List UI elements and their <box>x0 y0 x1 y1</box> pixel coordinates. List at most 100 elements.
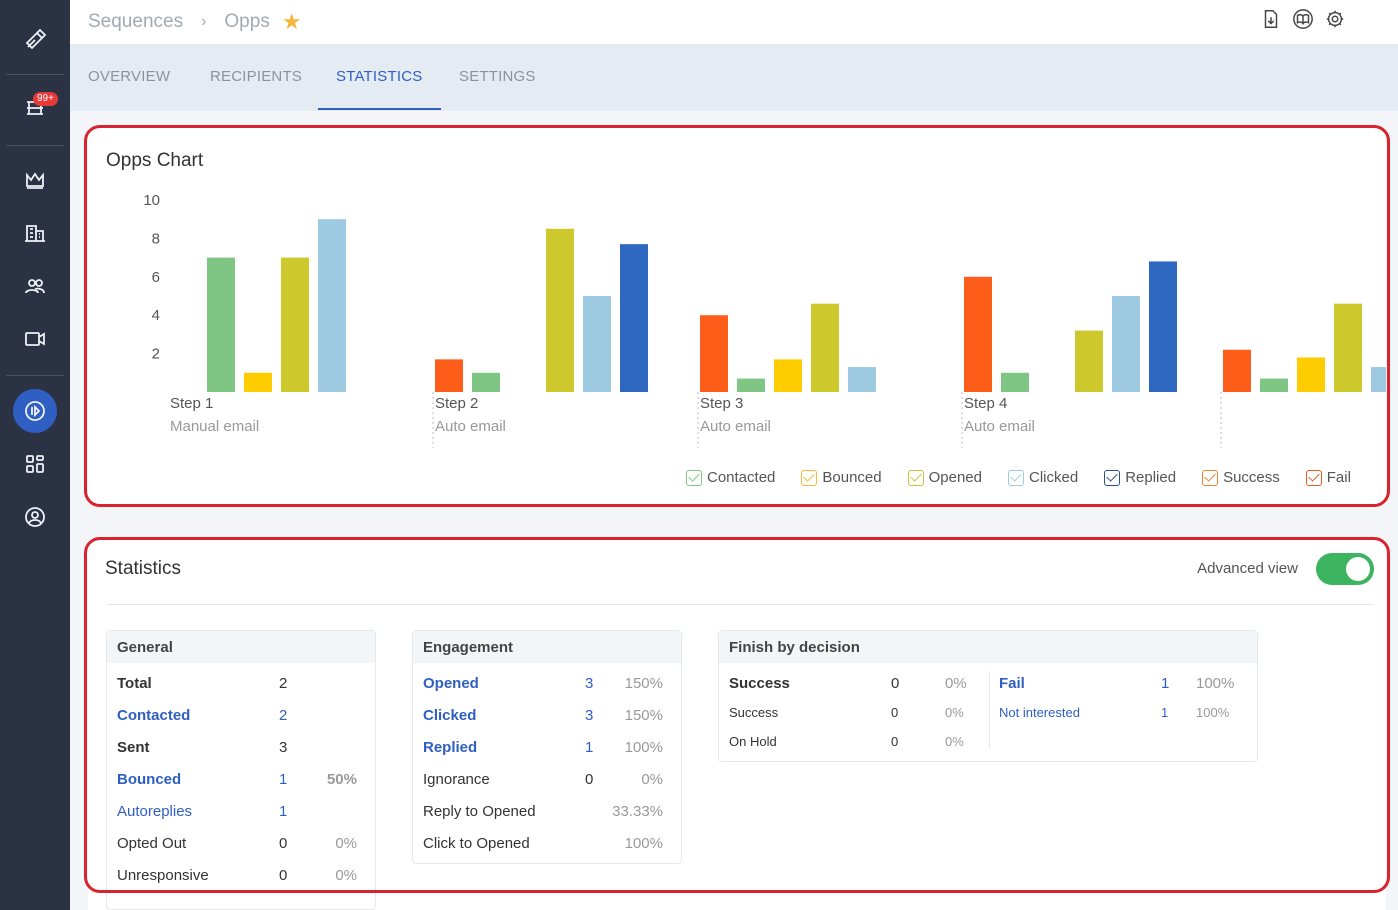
bar-replied-5 <box>1371 367 1386 392</box>
video-icon[interactable] <box>0 317 70 361</box>
book-icon[interactable] <box>1292 8 1314 35</box>
engagement-row-label[interactable]: Clicked <box>423 707 477 724</box>
legend-item-contacted[interactable]: Contacted <box>686 469 775 486</box>
bar-bounced-5 <box>1260 378 1288 392</box>
profile-icon[interactable] <box>0 495 70 539</box>
gear-icon[interactable] <box>1324 8 1346 35</box>
breadcrumb: Sequences › Opps ★ <box>88 9 302 35</box>
legend-item-bounced[interactable]: Bounced <box>801 469 882 486</box>
checkbox-icon[interactable] <box>907 469 924 486</box>
active-tab-indicator <box>318 108 441 110</box>
general-row-label: Opted Out <box>117 835 187 852</box>
general-row-count: 0 <box>279 867 288 884</box>
x-group-sublabel: Manual email <box>170 418 259 435</box>
breadcrumb-current: Opps <box>224 11 270 32</box>
tab-overview[interactable]: OVERVIEW <box>88 68 171 85</box>
finish-row-percent: 0% <box>945 705 964 720</box>
x-group-label: Step 3 <box>700 395 743 412</box>
general-row-label[interactable]: Contacted <box>117 707 191 724</box>
chart-legend: Contacted Bounced Opened Clicked Replied Succ… <box>686 469 1351 486</box>
legend-item-fail[interactable]: Fail <box>1305 469 1351 486</box>
legend-item-success[interactable]: Success <box>1202 469 1280 486</box>
finish-row-percent: 0% <box>945 734 964 749</box>
finish-panel: Finish by decision Success 0 0% Success 0 0% O… <box>718 630 1258 762</box>
y-tick-label: 4 <box>152 307 160 324</box>
inbox-icon[interactable]: 99+ <box>0 86 70 130</box>
finish-row-label[interactable]: Fail <box>999 675 1025 692</box>
engagement-row-label[interactable]: Replied <box>423 739 478 756</box>
general-panel: General Total 2 Contacted 2 Sent 3 Bounced 1 50%… <box>106 630 376 910</box>
general-row-count: 0 <box>279 835 288 852</box>
legend-item-opened[interactable]: Opened <box>907 469 982 486</box>
general-row-label: Unresponsive <box>117 867 209 884</box>
chevron-right-icon: › <box>201 13 207 30</box>
crown-icon[interactable] <box>0 158 70 202</box>
general-row-percent: 50% <box>326 771 357 788</box>
finish-row-label: On Hold <box>729 734 777 749</box>
engagement-row-label[interactable]: Opened <box>423 675 479 692</box>
legend-label: Fail <box>1326 469 1351 486</box>
statistics-card: Statistics Advanced view General Total 2 C… <box>88 540 1386 910</box>
finish-row-count: 0 <box>891 705 899 720</box>
checkbox-icon[interactable] <box>686 469 702 486</box>
bar-clicked-2 <box>546 228 574 392</box>
bar-clicked-1 <box>281 257 309 392</box>
star-icon[interactable]: ★ <box>281 9 302 34</box>
legend-item-clicked[interactable]: Clicked <box>1008 469 1078 486</box>
x-group-sublabel: Auto email <box>435 418 506 435</box>
engagement-row-percent: 150% <box>624 675 663 692</box>
finish-row-label: Success <box>729 705 779 720</box>
bar-contacted-4 <box>964 276 992 392</box>
toggle-knob <box>1346 557 1370 581</box>
bar-chart: 2 4 6 8 10 Step 1 Manual email Step 2 Auto email… <box>143 192 1386 448</box>
bar-replied-1 <box>318 219 346 392</box>
checkbox-icon[interactable] <box>1104 469 1121 486</box>
bar-contacted-3 <box>700 315 728 392</box>
engagement-row-label: Reply to Opened <box>423 803 536 820</box>
notification-badge: 99+ <box>33 92 58 106</box>
breadcrumb-sequences[interactable]: Sequences <box>88 11 184 32</box>
general-header: General <box>107 631 375 663</box>
bar-bounced-2 <box>472 372 500 392</box>
x-group-sublabel: Auto email <box>700 418 771 435</box>
x-group-sublabel: Auto email <box>964 418 1035 435</box>
sequences-icon[interactable] <box>0 389 70 433</box>
legend-label: Opened <box>928 469 982 486</box>
tab-settings[interactable]: SETTINGS <box>459 68 536 85</box>
finish-row-percent: 100% <box>1196 705 1230 720</box>
legend-item-replied[interactable]: Replied <box>1104 469 1176 486</box>
checkbox-icon[interactable] <box>1008 469 1024 486</box>
general-row-label[interactable]: Autoreplies <box>117 803 193 820</box>
bar-opened-3 <box>774 359 802 392</box>
finish-row-count: 0 <box>891 675 900 692</box>
finish-row-count: 0 <box>891 734 899 749</box>
bar-opened-1 <box>244 372 272 392</box>
general-row-count: 2 <box>279 707 288 724</box>
engagement-header: Engagement <box>413 631 681 663</box>
tab-statistics[interactable]: STATISTICS <box>336 68 423 85</box>
y-tick-label: 2 <box>152 346 160 363</box>
tab-recipients[interactable]: RECIPIENTS <box>210 68 303 85</box>
finish-row-count: 1 <box>1161 675 1170 692</box>
people-icon[interactable] <box>0 264 70 308</box>
bar-bounced-4 <box>1001 372 1029 392</box>
dashboard-icon[interactable] <box>0 442 70 486</box>
checkbox-icon[interactable] <box>1202 469 1219 486</box>
download-doc-icon[interactable] <box>1260 8 1282 35</box>
legend-label: Contacted <box>707 469 776 486</box>
general-row-label[interactable]: Bounced <box>117 771 182 788</box>
statistics-title: Statistics <box>105 558 182 579</box>
finish-row-percent: 0% <box>945 675 967 692</box>
engagement-row-count: 3 <box>585 675 594 692</box>
advanced-view-toggle[interactable] <box>1316 553 1374 585</box>
logo-icon[interactable] <box>0 18 70 62</box>
x-group-label: Step 1 <box>170 395 213 412</box>
y-tick-label: 6 <box>152 269 160 286</box>
divider <box>108 604 1374 605</box>
checkbox-icon[interactable] <box>801 469 818 486</box>
building-icon[interactable] <box>0 211 70 255</box>
bar-bounced-1 <box>207 257 235 392</box>
x-group-label: Step 2 <box>435 395 478 412</box>
finish-row-label[interactable]: Not interested <box>999 705 1080 720</box>
checkbox-icon[interactable] <box>1305 469 1322 486</box>
